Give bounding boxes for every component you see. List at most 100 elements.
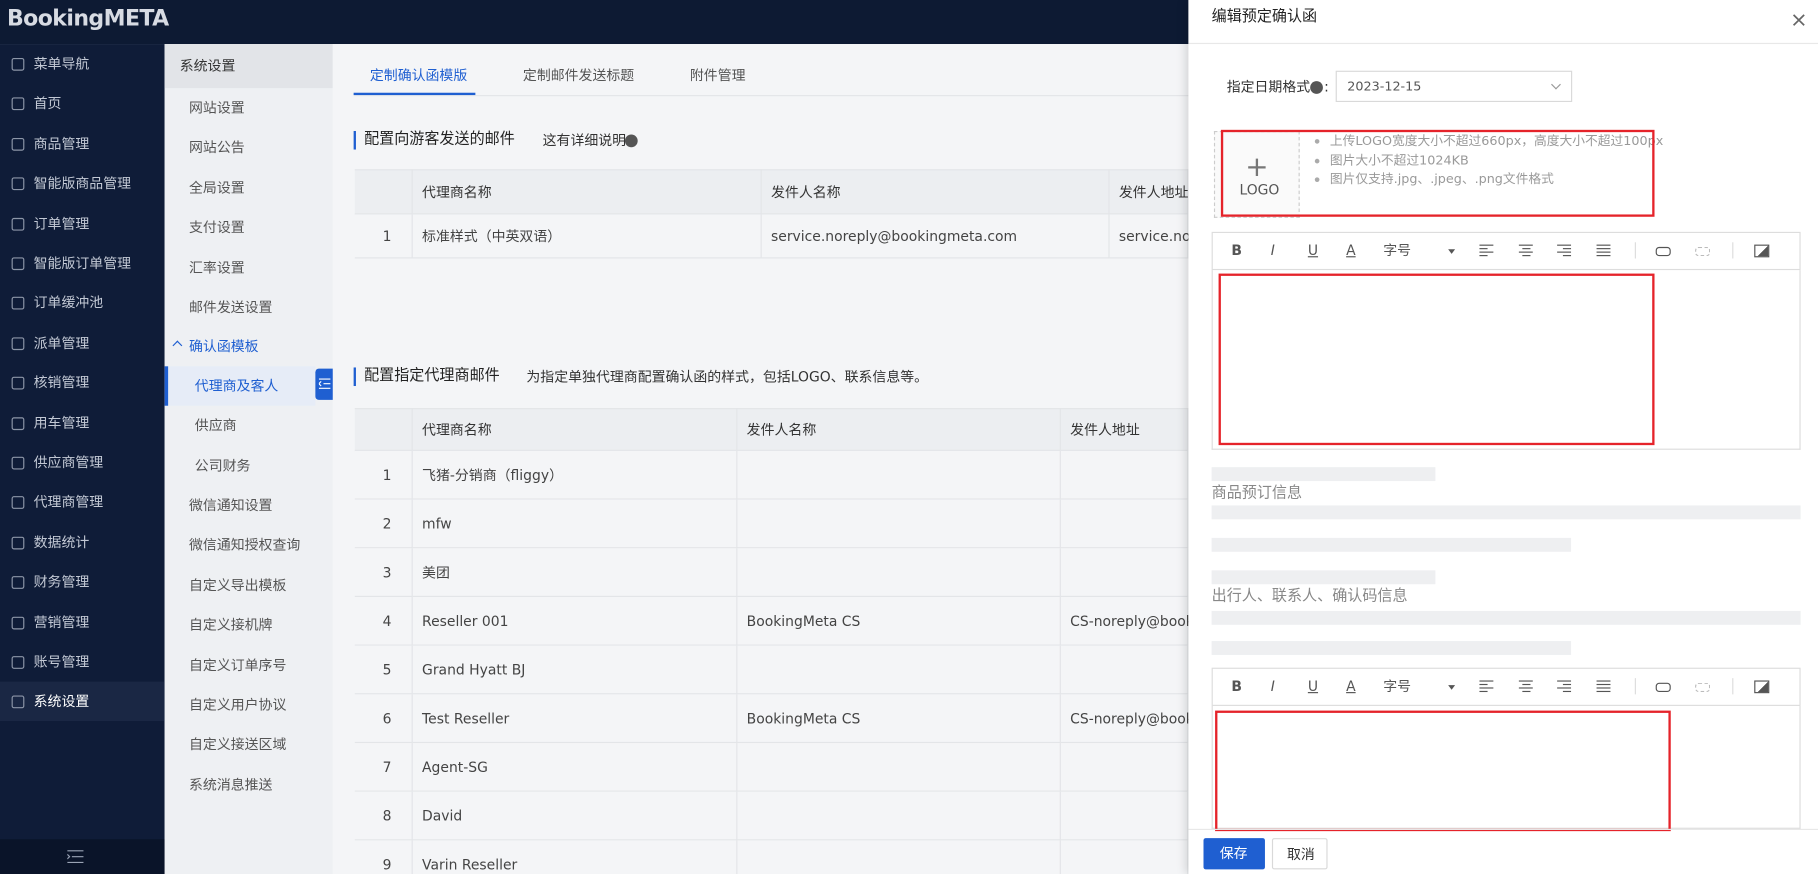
table-cell — [354, 499, 413, 549]
skeleton-bar — [1211, 537, 1572, 552]
column-header: 发件人地址 — [1070, 421, 1140, 438]
toolbar-italic[interactable]: I — [1270, 678, 1275, 695]
cell-name: Reseller 001 — [422, 613, 509, 630]
toolbar-bold[interactable]: B — [1231, 678, 1242, 695]
nav-item[interactable]: 账号管理 — [33, 653, 90, 671]
table-row — [354, 214, 1189, 259]
nav-item[interactable]: 商品管理 — [33, 135, 90, 152]
tab[interactable]: 定制确认函模版 — [369, 67, 468, 84]
submenu-item[interactable]: 微信通知设置 — [188, 497, 273, 514]
toolbar-color[interactable]: A — [1346, 678, 1356, 695]
table-row — [354, 596, 1189, 646]
table-row — [354, 791, 1189, 841]
table-row — [354, 840, 1189, 874]
link-icon[interactable] — [1655, 246, 1671, 257]
editor-body[interactable] — [1211, 705, 1801, 829]
table-cell — [354, 791, 413, 841]
table-cell — [354, 645, 413, 695]
toolbar-underline[interactable]: U — [1307, 678, 1319, 695]
sidebar-footer[interactable] — [0, 839, 165, 874]
submenu-item[interactable]: 网站设置 — [188, 99, 245, 116]
date-label: 指定日期格式 — [1226, 78, 1311, 96]
table-cell — [412, 499, 738, 549]
align-icon-line — [1557, 251, 1572, 253]
nav-item[interactable]: 营销管理 — [33, 613, 90, 631]
cancel-button[interactable]: 取消 — [1271, 838, 1328, 870]
submenu-item[interactable]: 自定义用户协议 — [188, 696, 287, 713]
editor-body[interactable] — [1211, 270, 1801, 450]
submenu-item[interactable]: 微信通知授权查询 — [188, 537, 301, 554]
nav-item[interactable]: 核销管理 — [33, 374, 90, 391]
table-row — [354, 645, 1189, 695]
toolbar-italic[interactable]: I — [1270, 242, 1275, 259]
cell-name: 飞猪-分销商（fliggy） — [422, 467, 563, 484]
submenu-item[interactable]: 自定义订单序号 — [188, 656, 287, 674]
toolbar-color[interactable]: A — [1346, 242, 1356, 259]
submenu-item[interactable]: 系统消息推送 — [188, 776, 273, 793]
cell-name: Agent-SG — [422, 759, 488, 776]
tab[interactable]: 定制邮件发送标题 — [522, 67, 635, 84]
table-cell — [1061, 840, 1189, 874]
nav-item[interactable]: 数据统计 — [33, 534, 90, 551]
nav-item[interactable]: 智能版订单管理 — [33, 255, 132, 272]
nav-icon — [11, 97, 25, 111]
date-colon: : — [1324, 78, 1329, 96]
submenu-item[interactable]: 全局设置 — [188, 179, 245, 196]
align-icon-line — [1596, 690, 1611, 693]
save-button[interactable]: 保存 — [1203, 838, 1265, 870]
submenu-group[interactable]: 确认函模板 — [188, 338, 259, 355]
submenu-item[interactable]: 自定义接送区域 — [188, 736, 287, 753]
nav-item[interactable]: 订单缓冲池 — [33, 294, 104, 312]
nav-icon — [11, 456, 25, 470]
toolbar-font-size[interactable]: 字号 — [1383, 242, 1412, 259]
logo-upload[interactable]: + LOGO — [1213, 130, 1300, 218]
date-value: 2023-12-15 — [1347, 78, 1422, 94]
close-button[interactable]: × — [1790, 8, 1808, 33]
table-cell — [412, 408, 738, 451]
submenu-subitem[interactable]: 代理商及客人 — [194, 377, 279, 395]
submenu-item[interactable]: 网站公告 — [188, 139, 245, 156]
submenu-item[interactable]: 汇率设置 — [188, 259, 245, 276]
table-cell — [1060, 743, 1189, 792]
submenu-item[interactable]: 支付设置 — [188, 219, 245, 236]
submenu-item[interactable]: 邮件发送设置 — [188, 299, 273, 316]
table-cell — [737, 743, 1061, 792]
submenu-item[interactable]: 自定义接机牌 — [188, 616, 273, 634]
toolbar-separator — [1634, 242, 1636, 259]
nav-item[interactable]: 首页 — [33, 95, 62, 112]
table-cell — [412, 169, 762, 215]
toolbar-underline[interactable]: U — [1307, 242, 1319, 259]
submenu-item[interactable]: 自定义导出模板 — [188, 577, 287, 594]
submenu-subitem[interactable]: 供应商 — [194, 417, 237, 434]
section-title: 配置指定代理商邮件 — [364, 367, 500, 385]
align-icon-line — [1521, 248, 1530, 250]
annotation-box — [1215, 710, 1671, 832]
upload-tip: 图片大小不超过1024KB — [1329, 152, 1469, 168]
toolbar-font-size[interactable]: 字号 — [1383, 678, 1412, 695]
nav-item[interactable]: 系统设置 — [33, 693, 90, 710]
nav-item[interactable]: 用车管理 — [33, 414, 90, 431]
image-icon[interactable] — [1754, 680, 1770, 694]
nav-item[interactable]: 派单管理 — [33, 334, 90, 352]
collapse-toggle[interactable] — [315, 368, 333, 400]
align-icon-line — [1518, 687, 1533, 689]
date-select[interactable]: 2023-12-15 — [1335, 70, 1573, 103]
nav-item[interactable]: 智能版商品管理 — [33, 175, 132, 192]
active-sub-bar — [164, 366, 169, 406]
nav-item[interactable]: 订单管理 — [33, 215, 90, 232]
link-icon[interactable] — [1655, 682, 1671, 693]
nav-item[interactable]: 供应商管理 — [33, 454, 104, 471]
editor-toolbar — [1211, 231, 1801, 271]
nav-item[interactable]: 菜单导航 — [33, 55, 90, 72]
submenu-subitem[interactable]: 公司财务 — [194, 457, 251, 474]
nav-item[interactable]: 财务管理 — [33, 574, 90, 591]
nav-item[interactable]: 代理商管理 — [33, 494, 104, 511]
align-icon-line — [1562, 690, 1572, 693]
table-cell — [354, 450, 413, 500]
image-icon[interactable] — [1754, 244, 1770, 258]
nav-icon — [11, 416, 25, 430]
toolbar-bold[interactable]: B — [1231, 242, 1242, 259]
section-bar — [353, 367, 356, 387]
align-icon-line — [1562, 255, 1572, 257]
tab[interactable]: 附件管理 — [689, 67, 746, 84]
